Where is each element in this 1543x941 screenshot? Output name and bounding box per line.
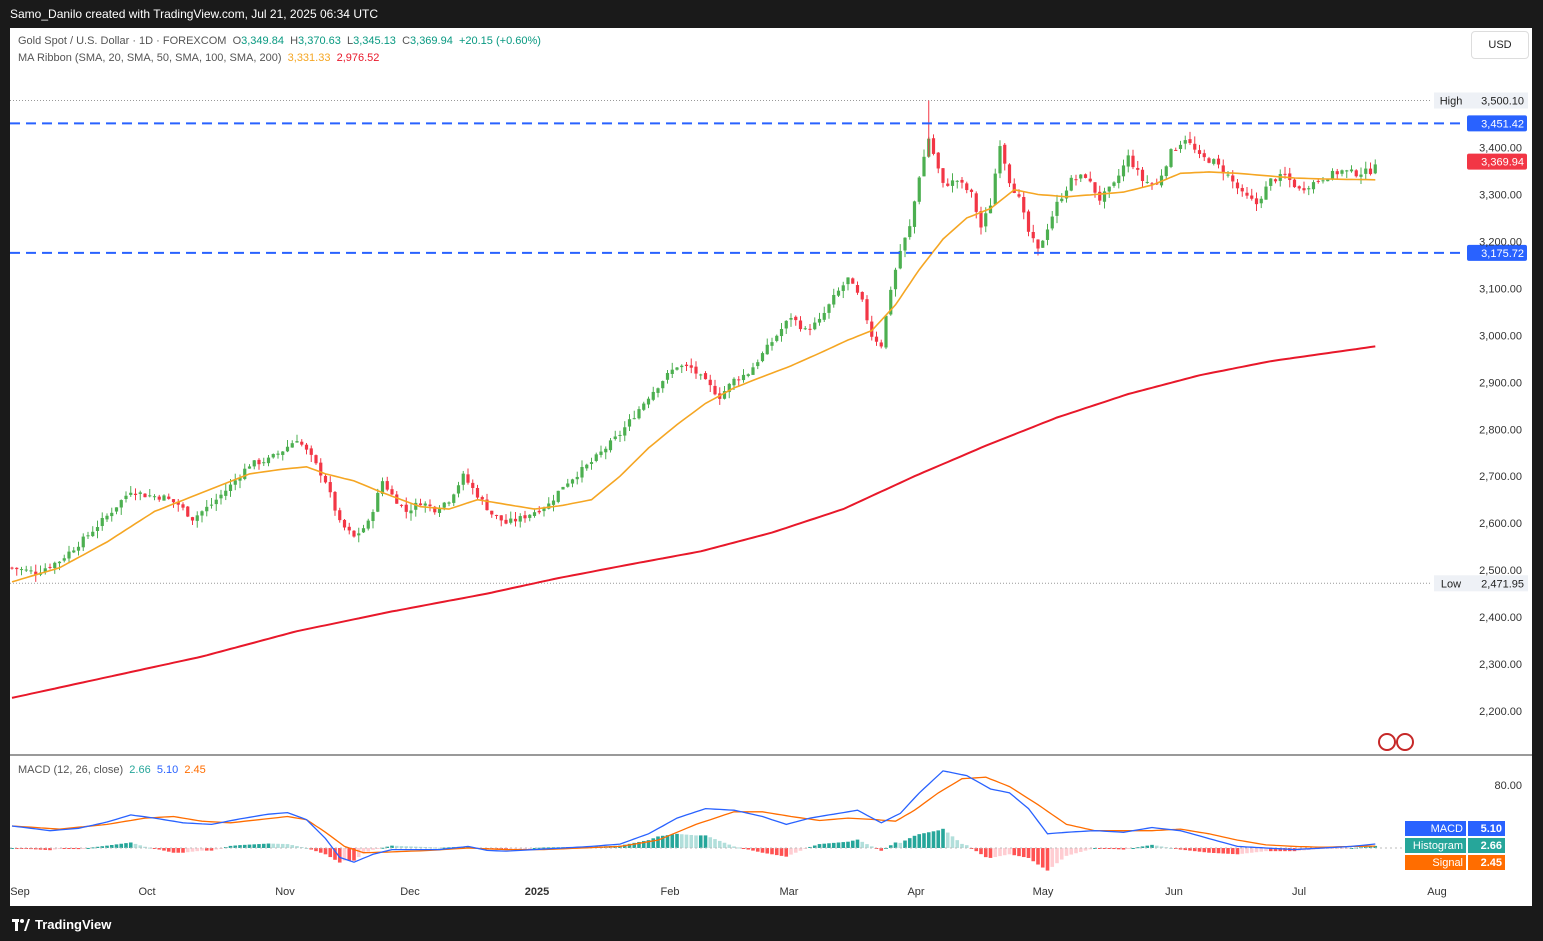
footer-brand: TradingView [35, 917, 112, 932]
currency-button[interactable]: USD [1471, 31, 1529, 59]
high-label: H [290, 35, 299, 47]
change-value: +20.15 (+0.60%) [458, 35, 541, 47]
chart-frame[interactable] [10, 28, 1532, 906]
macd-line-value: 5.10 [156, 764, 179, 776]
footer-bar: TradingView [0, 908, 1543, 941]
attribution-text: Samo_Danilo created with TradingView.com… [10, 7, 378, 21]
macd-signal-value: 2.45 [184, 764, 206, 776]
symbol-legend: Gold Spot / U.S. Dollar · 1D · FOREXCOM … [18, 35, 541, 47]
low-label: L [346, 35, 354, 47]
low-value: 3,345.13 [353, 35, 396, 47]
attribution-bar: Samo_Danilo created with TradingView.com… [0, 0, 1543, 28]
macd-legend: MACD (12, 26, close) 2.66 5.10 2.45 [18, 764, 206, 776]
tradingview-logo[interactable]: TradingView [12, 917, 111, 932]
open-label: O [232, 35, 242, 47]
ma-title: MA Ribbon (SMA, 20, SMA, 50, SMA, 100, S… [18, 52, 282, 64]
close-label: C [402, 35, 411, 47]
macd-hist-value: 2.66 [129, 764, 151, 776]
open-value: 3,349.84 [241, 35, 284, 47]
macd-title: MACD (12, 26, close) [18, 764, 124, 776]
ma200-value: 2,976.52 [336, 52, 380, 64]
high-value: 3,370.63 [298, 35, 341, 47]
tradingview-icon [12, 918, 30, 931]
ma20-value: 3,331.33 [287, 52, 331, 64]
ma-legend: MA Ribbon (SMA, 20, SMA, 50, SMA, 100, S… [18, 52, 379, 64]
close-value: 3,369.94 [410, 35, 453, 47]
symbol-name: Gold Spot / U.S. Dollar · 1D · FOREXCOM [18, 35, 227, 47]
